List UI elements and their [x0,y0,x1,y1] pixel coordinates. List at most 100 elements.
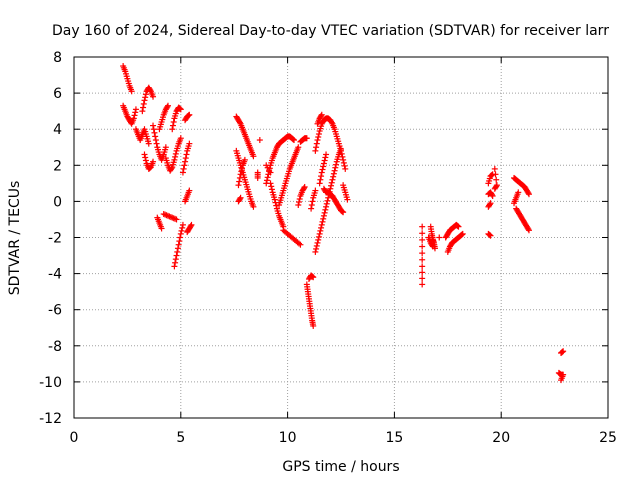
y-tick-label: -6 [48,303,62,319]
x-tick-label: 25 [599,430,617,446]
data-point [174,248,181,255]
data-point [309,198,316,205]
data-point [180,165,187,172]
data-point [419,275,426,282]
data-point [314,137,321,144]
data-point [172,150,179,157]
data-point [419,281,426,288]
data-point [317,227,324,234]
data-point [314,239,321,246]
data-point [179,224,186,231]
x-tick-label: 20 [492,430,510,446]
data-point [330,173,337,180]
y-tick-label: -12 [39,411,62,427]
data-point [486,232,493,239]
data-point [150,93,157,100]
data-point [315,236,322,243]
data-point [171,263,178,270]
data-point [318,224,325,231]
data-point [250,153,257,160]
y-tick-label: -10 [39,375,62,391]
data-point [319,218,326,225]
y-tick-label: -2 [48,231,62,247]
data-point [183,151,190,158]
data-point [318,173,325,180]
data-point [488,172,495,179]
data-point [321,157,328,164]
data-point [316,230,323,237]
data-point [486,201,493,208]
data-point [489,192,496,199]
data-point [320,215,327,222]
data-point [141,97,148,104]
data-point [310,322,317,329]
x-axis-label: GPS time / hours [282,459,399,475]
data-point [328,182,335,189]
data-point [142,91,149,98]
data-point [321,209,328,216]
data-point [268,186,275,193]
data-point [312,187,319,194]
data-point [318,169,325,176]
data-point [188,221,195,228]
data-point [179,169,186,176]
data-point [493,183,500,190]
data-point [162,144,169,151]
data-point [236,119,243,126]
data-points [120,63,567,384]
data-point [266,168,273,175]
data-point [290,136,297,143]
data-point [436,234,443,241]
x-tick-label: 0 [70,430,79,446]
data-point [419,256,426,263]
data-point [170,118,177,125]
data-point [340,156,347,163]
x-tick-label: 15 [385,430,403,446]
data-point [560,348,567,355]
data-point [429,242,436,249]
data-point [169,126,176,133]
data-point [273,202,280,209]
data-point [525,191,532,198]
data-point [320,163,327,170]
data-point [455,223,462,230]
data-point [459,231,466,238]
y-axis-label: SDTVAR / TECUs [7,181,23,296]
data-point [313,245,320,252]
data-point [140,100,147,107]
data-point [320,212,327,219]
data-point [319,166,326,173]
data-point [493,182,500,189]
data-point [187,223,194,230]
data-point [158,225,165,232]
data-point [344,196,351,203]
data-point [268,183,275,190]
data-point [332,164,339,171]
data-point [175,241,182,248]
data-point [182,155,189,162]
data-point [186,187,193,194]
data-point [241,156,248,163]
data-point [179,221,186,228]
data-point [340,209,347,216]
data-point [164,103,171,110]
data-point [419,230,426,237]
data-point [342,165,349,172]
data-point [310,274,317,281]
data-point [419,269,426,276]
data-point [152,137,159,144]
data-point [263,180,270,187]
data-point [318,111,325,118]
data-point [313,144,320,151]
data-point [173,216,180,223]
data-point [525,227,532,234]
data-point [152,133,159,140]
data-point [295,144,302,151]
data-point [328,179,335,186]
data-point [140,104,147,111]
data-point [130,115,137,122]
y-tick-label: 4 [53,122,62,138]
data-point [331,167,338,174]
grid [74,57,608,418]
data-point [185,112,192,119]
